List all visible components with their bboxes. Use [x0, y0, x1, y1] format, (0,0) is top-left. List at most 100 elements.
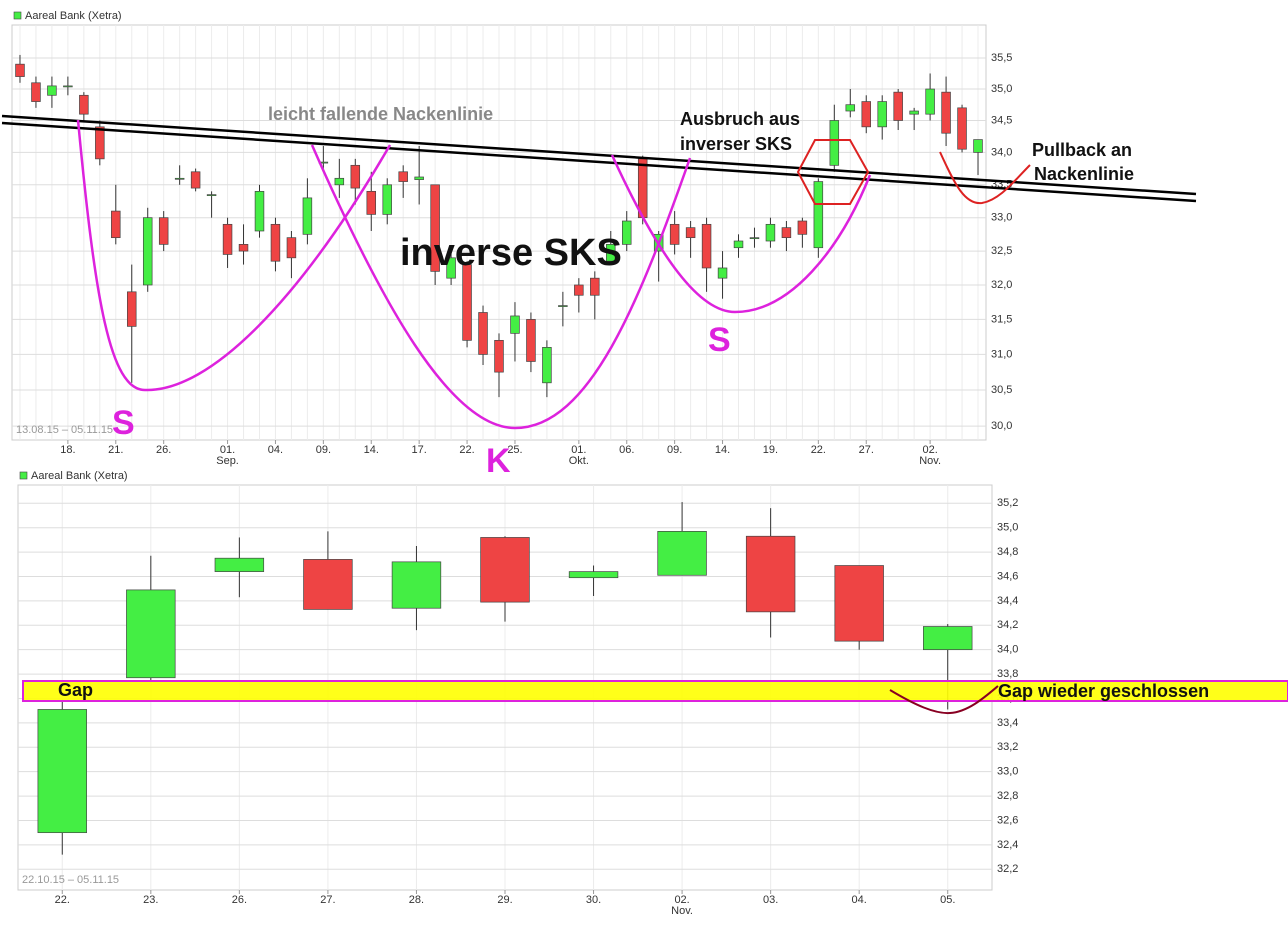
legend-swatch: [19, 471, 28, 480]
candle-body: [765, 223, 776, 242]
gap-band: [22, 680, 1288, 702]
candle-body: [558, 305, 568, 307]
candle-body: [95, 126, 105, 160]
candle-body: [834, 565, 884, 642]
candle-body: [568, 571, 619, 579]
candle-body: [238, 244, 249, 252]
x-month-label: Sep.: [216, 455, 239, 467]
annotation: S: [708, 321, 731, 359]
candle-body: [657, 531, 707, 576]
x-month-label: Nov.: [671, 905, 693, 917]
candle-body: [797, 220, 808, 235]
y-tick-label: 34,2: [997, 619, 1018, 631]
x-tick-label: 26.: [232, 894, 247, 906]
annotation: inverse SKS: [400, 232, 622, 274]
x-tick-label: 14.: [715, 444, 730, 456]
annotations: leicht fallende Nackenlinie inverse SKS …: [1, 104, 1288, 715]
y-tick-label: 34,6: [997, 570, 1018, 582]
candle-body: [462, 264, 472, 341]
y-tick-label: 32,6: [997, 814, 1018, 826]
candle-body: [845, 104, 856, 112]
x-tick-label: 21.: [108, 444, 123, 456]
candle-body: [781, 227, 792, 239]
y-tick-label: 33,0: [997, 766, 1018, 778]
candle-body: [127, 291, 137, 327]
candle-body: [510, 315, 520, 334]
x-tick-label: 28.: [409, 894, 424, 906]
y-tick-label: 31,0: [991, 348, 1012, 360]
x-tick-label: 22.: [459, 444, 474, 456]
candle-body: [621, 220, 632, 245]
y-tick-label: 33,4: [997, 717, 1018, 729]
candle-body: [685, 227, 696, 239]
annotation: inverser SKS: [680, 134, 792, 154]
candle-body: [973, 139, 983, 153]
candle-body: [941, 91, 951, 134]
y-tick-label: 34,0: [997, 644, 1018, 656]
annotation: Nackenlinie: [1034, 164, 1134, 184]
date-range: 22.10.15 – 05.11.15: [22, 874, 119, 886]
x-tick-label: 09.: [667, 444, 682, 456]
candle-body: [669, 223, 680, 245]
x-tick-label: 18.: [60, 444, 75, 456]
annotation: leicht fallende Nackenlinie: [268, 104, 493, 124]
candle-body: [142, 217, 153, 286]
legend-label: Aareal Bank (Xetra): [25, 10, 122, 22]
candle-body: [446, 257, 456, 279]
candle-body: [222, 223, 233, 255]
candle-body: [925, 88, 935, 115]
candle-body: [478, 312, 488, 355]
candle-body: [31, 82, 41, 102]
candle-body: [206, 194, 217, 196]
candle-body: [574, 284, 584, 296]
x-tick-label: 29.: [497, 894, 512, 906]
head-curve: [310, 144, 692, 430]
candle-body: [526, 319, 536, 362]
candle-body: [717, 267, 728, 279]
neckline: [1, 114, 1197, 196]
candle-body: [303, 559, 353, 610]
pullback-curve: [939, 151, 1031, 205]
annotation: K: [486, 442, 511, 480]
x-tick-label: 25.: [507, 444, 522, 456]
x-tick-label: 27.: [859, 444, 874, 456]
x-tick-label: 22.: [811, 444, 826, 456]
candle-body: [590, 277, 600, 296]
candle-body: [542, 347, 552, 384]
x-tick-label: 01.: [220, 444, 235, 456]
y-tick-label: 35,5: [991, 52, 1012, 64]
x-month-label: Nov.: [919, 455, 941, 467]
date-range: 13.08.15 – 05.11.15: [16, 424, 113, 436]
candle-body: [430, 184, 440, 272]
marks: [15, 54, 983, 855]
breakout-marker: [796, 139, 870, 205]
y-tick-label: 35,0: [997, 522, 1018, 534]
candle-body: [47, 85, 57, 96]
candle-body: [286, 237, 297, 259]
x-tick-label: 30.: [586, 894, 601, 906]
candle-body: [701, 223, 712, 269]
candle-body: [126, 589, 176, 679]
background: 18. 21. 26. 01.Sep.04. 09. 14. 17. 22. 25. 01.Okt…: [11, 10, 1018, 917]
annotation: Gap: [58, 680, 93, 700]
x-month-label: Okt.: [569, 455, 589, 467]
candle-body: [957, 107, 967, 150]
y-tick-label: 32,2: [997, 863, 1018, 875]
candle-body: [254, 190, 265, 232]
y-tick-label: 35,2: [997, 497, 1018, 509]
neckline: [1, 121, 1197, 203]
y-tick-label: 32,8: [997, 790, 1018, 802]
y-tick-label: 32,4: [997, 839, 1018, 851]
gap-close-curve: [889, 685, 999, 715]
candle-body: [606, 244, 616, 262]
x-tick-label: 17.: [412, 444, 427, 456]
candle-body: [494, 339, 504, 373]
x-tick-label: 14.: [364, 444, 379, 456]
annotation: Ausbruch aus: [680, 109, 800, 129]
y-tick-label: 32,5: [991, 245, 1012, 257]
x-tick-label: 04.: [268, 444, 283, 456]
candle-body: [813, 181, 824, 249]
candle-body: [749, 237, 760, 240]
candle-body: [366, 190, 377, 215]
